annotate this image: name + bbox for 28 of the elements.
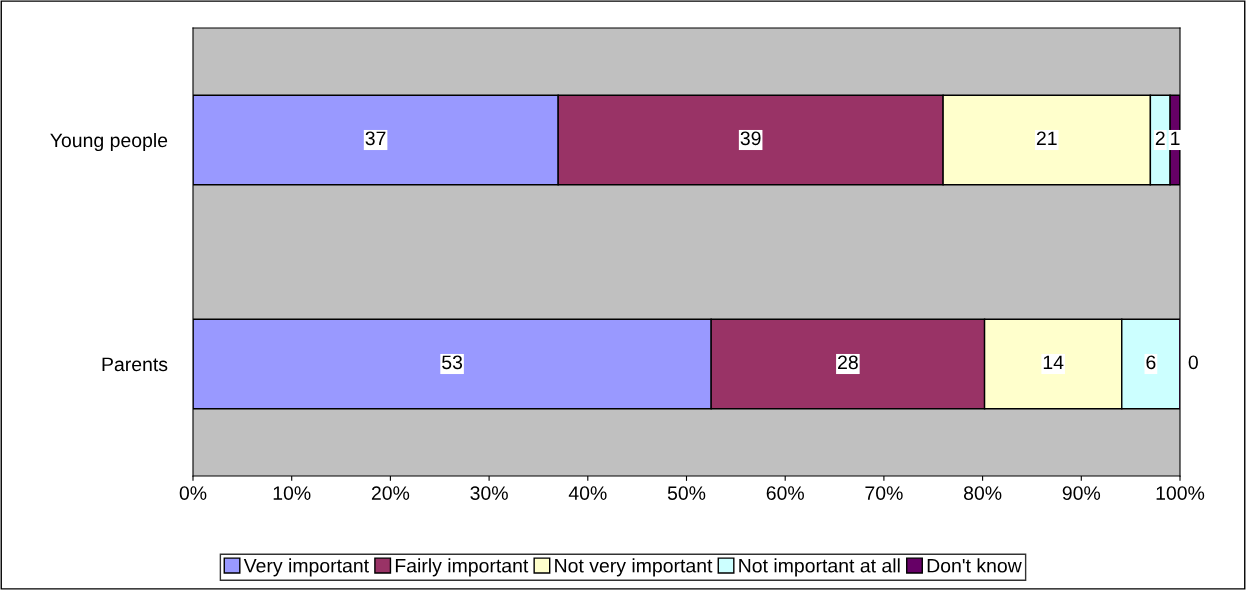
x-tick-label: 10%	[273, 486, 311, 500]
data-label: 14	[1043, 355, 1064, 370]
y-tick-label: Parents	[102, 357, 168, 372]
legend-label: Very important	[243, 558, 369, 577]
x-tick-label: 80%	[963, 486, 1002, 500]
x-tick-label: 40%	[568, 486, 607, 500]
x-tick-label: 70%	[865, 486, 903, 500]
x-tick-label: 60%	[766, 486, 804, 500]
x-tick-label: 90%	[1062, 486, 1101, 500]
data-label: 21	[1036, 131, 1057, 146]
x-tick-label: 100%	[1156, 486, 1205, 500]
data-label: 37	[365, 131, 386, 146]
data-label: 53	[442, 355, 463, 370]
x-tick-label: 20%	[371, 486, 410, 500]
x-tick-label: 50%	[667, 486, 706, 500]
x-tick-label: 0%	[179, 486, 207, 500]
x-tick-label: 30%	[470, 486, 508, 500]
data-label: 28	[838, 355, 858, 370]
data-label: 2	[1155, 131, 1165, 146]
legend-label: Not important at all	[739, 558, 900, 577]
legend-label: Not very important	[555, 558, 713, 577]
legend-label: Don't know	[927, 558, 1022, 573]
legend-label: Fairly important	[395, 558, 529, 577]
data-label: 1	[1171, 131, 1180, 146]
data-label: 6	[1146, 355, 1156, 370]
data-label: 39	[740, 131, 761, 146]
y-tick-label: Young people	[50, 132, 168, 152]
data-label: 0	[1188, 355, 1198, 370]
